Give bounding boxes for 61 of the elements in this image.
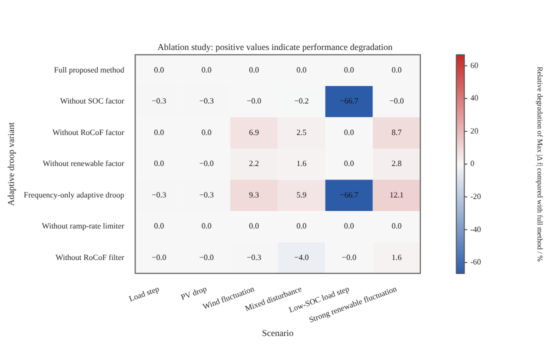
data-label: 2.8 bbox=[392, 159, 402, 168]
y-tick-label: Without RoCoF factor bbox=[52, 128, 125, 137]
color-bar-label: -40 bbox=[470, 224, 482, 234]
data-label: 0.0 bbox=[201, 66, 212, 75]
data-label: 0.0 bbox=[154, 66, 164, 75]
data-label: −4.0 bbox=[294, 252, 309, 262]
data-label: 2.5 bbox=[296, 128, 307, 137]
y-tick-label: Full proposed method bbox=[54, 66, 124, 75]
data-label: −66.7 bbox=[340, 190, 358, 200]
data-label: −0.3 bbox=[246, 252, 262, 262]
color-bar-label: 60 bbox=[470, 60, 478, 70]
x-axis-title: Scenario bbox=[262, 328, 294, 338]
data-label: 12.1 bbox=[390, 190, 404, 200]
data-label: 0.0 bbox=[392, 66, 402, 75]
color-bar-label: -20 bbox=[470, 192, 482, 201]
data-label: 0.0 bbox=[154, 159, 164, 168]
color-bar-label: 40 bbox=[470, 94, 478, 103]
color-bar-label: 0 bbox=[470, 159, 474, 168]
data-label: −0.3 bbox=[199, 190, 214, 200]
y-tick-label: Frequency-only adaptive droop bbox=[24, 190, 124, 200]
data-label: 0.0 bbox=[344, 66, 354, 75]
data-label: 0.0 bbox=[249, 66, 260, 75]
data-label: 2.2 bbox=[249, 159, 260, 168]
y-axis-title: Adaptive droop variant bbox=[6, 122, 16, 206]
data-label: 0.0 bbox=[201, 128, 212, 137]
y-tick-label: Without ramp-rate limiter bbox=[42, 222, 125, 231]
data-label: 0.0 bbox=[344, 222, 354, 231]
data-label: −0.0 bbox=[246, 96, 262, 106]
data-label: 1.6 bbox=[296, 159, 307, 168]
x-tick-label: PV drop bbox=[180, 284, 208, 302]
data-label: 5.9 bbox=[296, 190, 307, 200]
data-label: −66.7 bbox=[340, 96, 358, 106]
data-label: 0.0 bbox=[392, 222, 402, 231]
color-bar-label: 20 bbox=[470, 126, 478, 136]
data-label: −0.2 bbox=[294, 96, 309, 106]
data-label: 6.9 bbox=[249, 128, 260, 137]
data-label: 0.0 bbox=[296, 222, 307, 231]
data-label: −0.3 bbox=[199, 96, 214, 106]
data-label: −0.0 bbox=[152, 252, 166, 262]
y-tick-label: Without RoCoF filter bbox=[56, 252, 125, 262]
data-label: 0.0 bbox=[344, 159, 354, 168]
y-tick-label: Without SOC factor bbox=[60, 96, 125, 106]
data-label: −0.3 bbox=[152, 190, 166, 200]
chart-title: Ablation study: positive values indicate performance degradation bbox=[158, 42, 393, 52]
data-label: 0.0 bbox=[201, 222, 212, 231]
data-label: 0.0 bbox=[249, 222, 260, 231]
data-label: −0.0 bbox=[199, 159, 214, 168]
data-label: −0.0 bbox=[389, 96, 404, 106]
data-label: 1.6 bbox=[392, 252, 402, 262]
data-label: 8.7 bbox=[392, 128, 402, 137]
data-label: 0.0 bbox=[154, 222, 164, 231]
data-label: 9.3 bbox=[249, 190, 260, 200]
data-label: −0.3 bbox=[152, 96, 166, 106]
data-label: 0.0 bbox=[154, 128, 164, 137]
data-label: −0.0 bbox=[342, 252, 356, 262]
x-tick-label: Load step bbox=[128, 284, 160, 304]
y-tick-label: Without renewable factor bbox=[42, 159, 125, 168]
color-bar-label: -60 bbox=[470, 258, 482, 267]
data-label: 0.0 bbox=[296, 66, 307, 75]
data-label: 0.0 bbox=[344, 128, 354, 137]
data-label: −0.0 bbox=[199, 252, 214, 262]
